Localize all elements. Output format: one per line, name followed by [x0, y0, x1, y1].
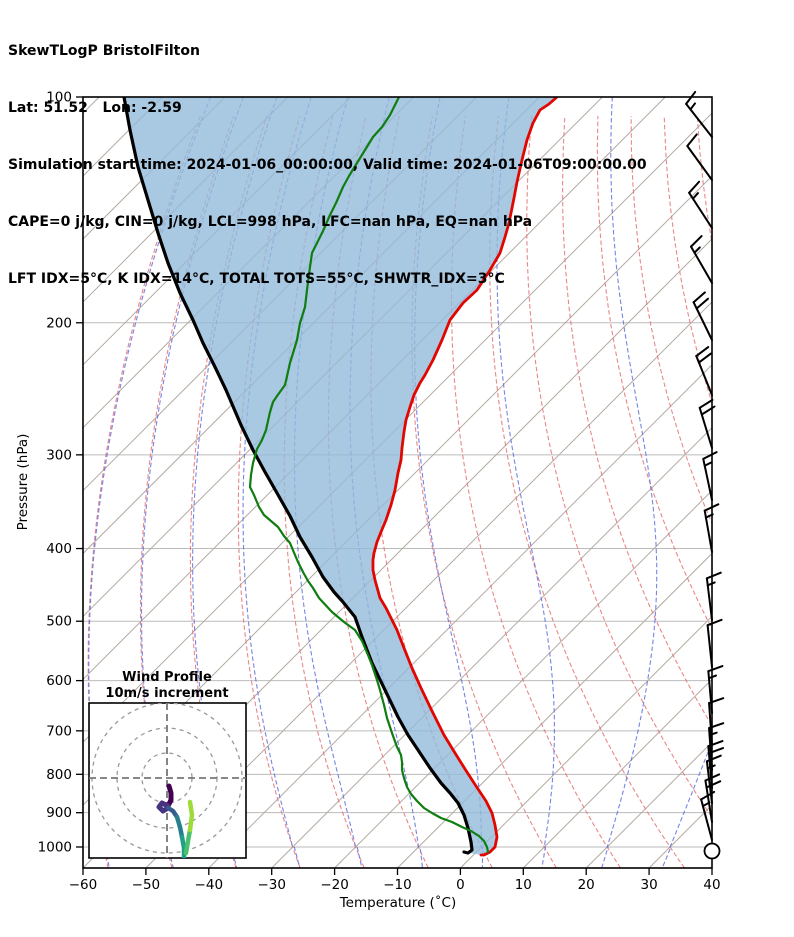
parcel-temperature-area: [124, 97, 557, 855]
x-tick-label: 10: [515, 877, 532, 893]
hodograph-subtitle: 10m/s increment: [105, 686, 228, 701]
wind-barb: [685, 90, 713, 138]
wind-barb: [695, 346, 713, 396]
cin-shaded-area: [124, 97, 557, 855]
wind-trace-segment: [179, 834, 187, 858]
figure-title: SkewTLogP BristolFilton: [8, 43, 200, 59]
wind-trace-segment: [165, 805, 180, 820]
hodograph-inset: [88, 702, 247, 859]
wind-barb: [692, 291, 713, 341]
simulation-times: Simulation start time: 2024-01-06_00:00:…: [8, 157, 647, 173]
y-tick-label: 900: [46, 805, 72, 821]
wind-trace-segment: [174, 814, 185, 840]
x-tick-label: −30: [257, 877, 286, 893]
sounding-profiles: [122, 97, 559, 857]
parcel-profile-line: [122, 97, 474, 855]
y-tick-label: 500: [46, 614, 72, 630]
wind-trace-segment: [187, 799, 195, 833]
y-axis-label: Pressure (hPa): [15, 434, 31, 531]
figure-header: SkewTLogP BristolFilton Lat: 51.52 Lon: …: [8, 4, 647, 327]
wind-barb: [688, 180, 713, 229]
wind-barb: [704, 773, 722, 823]
wind-trace-segment: [165, 783, 174, 809]
wind-barb: [698, 398, 716, 449]
y-tick-label: 100: [46, 90, 72, 106]
wind-barb: [700, 790, 716, 841]
wind-barbs-column: [685, 90, 725, 860]
y-tick-label: 200: [46, 315, 72, 331]
y-tick-label: 800: [46, 767, 72, 783]
wind-barb: [690, 235, 713, 284]
x-tick-label: −20: [320, 877, 349, 893]
wind-barb: [707, 665, 724, 714]
x-tick-label: −10: [383, 877, 412, 893]
y-tick-label: 1000: [38, 840, 72, 856]
x-tick-label: 40: [703, 877, 720, 893]
x-tick-label: 0: [456, 877, 465, 893]
wind-barb: [686, 133, 713, 181]
x-axis-label: Temperature (˚C): [339, 894, 457, 911]
wind-trace-segment: [156, 800, 171, 814]
station-coords: Lat: 51.52 Lon: -2.59: [8, 100, 182, 116]
wind-barb: [705, 571, 722, 621]
wind-barb: [703, 503, 720, 553]
wind-barb: [708, 697, 725, 746]
x-tick-label: 30: [641, 877, 658, 893]
hodograph-content: [89, 703, 246, 858]
y-tick-label: 300: [46, 447, 72, 463]
y-tick-label: 700: [46, 723, 72, 739]
wind-barb: [702, 451, 718, 501]
x-tick-label: −40: [195, 877, 224, 893]
temperature-line: [371, 97, 559, 857]
y-tick-label: 400: [46, 541, 72, 557]
cape-cin-line: CAPE=0 j/kg, CIN=0 j/kg, LCL=998 hPa, LF…: [8, 214, 533, 230]
hodograph-title: Wind Profile: [122, 670, 212, 685]
stability-indices-line: LFT IDX=5°C, K IDX=14°C, TOTAL TOTS=55°C…: [8, 271, 505, 287]
dewpoint-line: [248, 97, 490, 854]
x-tick-label: 20: [578, 877, 595, 893]
x-tick-label: −50: [132, 877, 161, 893]
calm-wind-circle: [703, 842, 721, 860]
x-tick-label: −60: [69, 877, 98, 893]
wind-trace-segment: [183, 827, 193, 856]
wind-barb: [708, 722, 725, 771]
y-tick-label: 600: [46, 673, 72, 689]
wind-barb: [705, 754, 722, 804]
wind-barb: [706, 618, 723, 668]
